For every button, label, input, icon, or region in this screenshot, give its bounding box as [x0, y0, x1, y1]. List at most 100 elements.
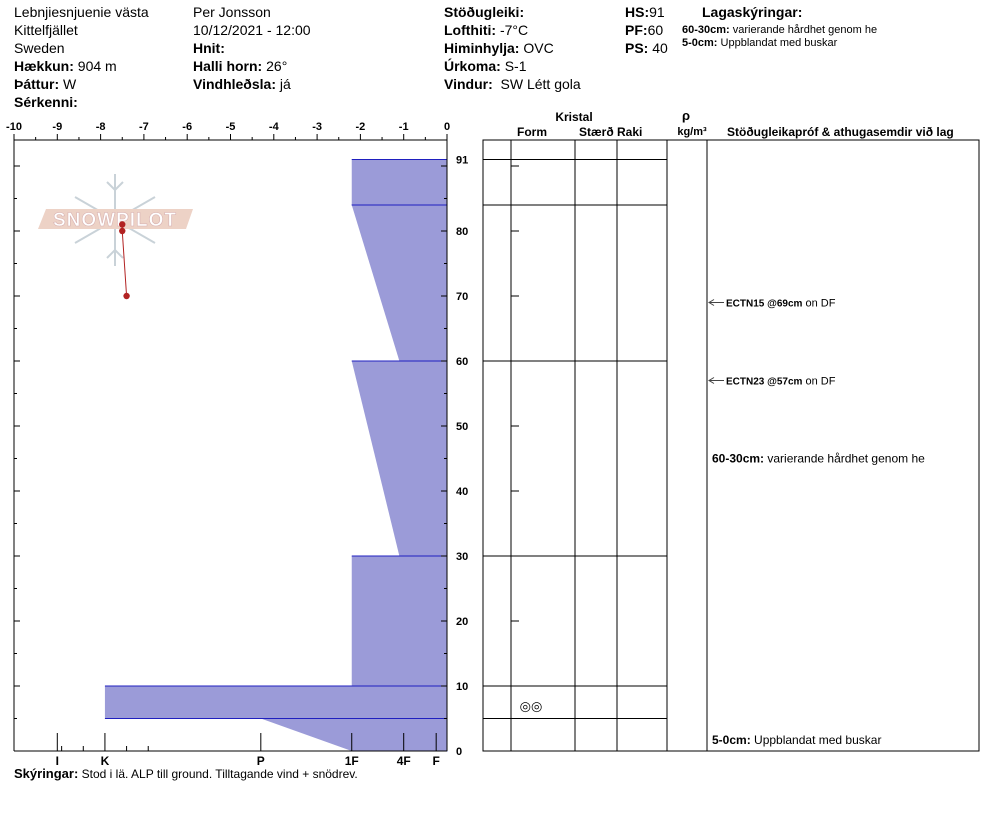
wind-loading-value: já: [279, 76, 291, 92]
layer-note-text: varierande hårdhet genom he: [732, 24, 878, 36]
stability-test: ECTN15 @69cm on DF: [726, 298, 836, 310]
temp-tick-label: -4: [269, 121, 280, 133]
hs: HS:91: [625, 4, 665, 20]
grain-form-symbol: ◎◎: [520, 699, 543, 714]
size-header: Stærð: [579, 125, 614, 139]
snowpilot-logo: SNOWPILOT: [38, 174, 193, 266]
hardness-layers: [104, 159, 448, 752]
hardness-layer: [351, 159, 447, 205]
wind-loading: Vindhleðsla: já: [193, 76, 291, 92]
region: Kittelfjället: [14, 22, 78, 38]
form-header: Form: [517, 125, 547, 139]
stability-test-code: ECTN15 @69cm: [726, 299, 803, 310]
precip-label: Úrkoma:: [444, 58, 501, 74]
layer-notes-title: Lagaskýringar:: [702, 4, 803, 20]
temperature-point: [119, 221, 126, 228]
elevation: Hækkun: 904 m: [14, 58, 117, 74]
ps-value: 40: [652, 40, 668, 56]
hardness-tick-label: 4F: [397, 754, 411, 768]
profile-table: Kristal Form Stærð Raki ρ kg/m³ Stöðugleikapró…: [482, 108, 980, 752]
stability-test-result: on DF: [802, 376, 835, 388]
pf-value: 60: [647, 22, 664, 38]
layer-comment-range: 5-0cm:: [712, 733, 751, 747]
layer-note-range: 5-0cm:: [682, 37, 718, 49]
temp-tick-label: -3: [312, 121, 322, 133]
slope-label: Halli horn:: [193, 58, 263, 74]
sky-label: Himinhylja:: [444, 40, 520, 56]
layer-comment-range: 60-30cm:: [712, 452, 764, 466]
comments-text: Stod i lä. ALP till ground. Tilltagande …: [81, 767, 358, 781]
height-tick-label: 60: [456, 356, 468, 368]
pf: PF:60: [625, 22, 663, 38]
temperature-point: [119, 227, 126, 235]
features-label: Sérkenni:: [14, 94, 78, 110]
temp-tick-label: -1: [399, 121, 409, 133]
tests-header: Stöðugleikapróf & athugasemdir við lag: [727, 125, 954, 139]
datetime: 10/12/2021 - 12:00: [193, 22, 311, 38]
stability-test-code: ECTN23 @57cm: [726, 377, 803, 388]
air-temp: Lofthiti: -7°C: [444, 22, 528, 38]
sky-value: OVC: [523, 40, 554, 56]
height-tick-label: 10: [456, 681, 468, 693]
hardness-layer: [351, 556, 447, 686]
ps: PS: 40: [625, 40, 668, 56]
moisture-header: Raki: [617, 125, 642, 139]
height-tick-label: 50: [456, 421, 468, 433]
comments-label: Skýringar:: [14, 766, 79, 781]
temperature-point: [123, 292, 130, 300]
wind-value: SW Létt gola: [500, 76, 581, 92]
logo-text: SNOWPILOT: [53, 210, 177, 231]
air-temp-value: -7°C: [499, 22, 529, 38]
hardness-layer: [104, 686, 448, 719]
layer-comment: 5-0cm: Uppblandat med buskar: [712, 733, 881, 747]
wind-loading-label: Vindhleðsla:: [193, 76, 276, 92]
hardness-tick-label: P: [257, 754, 265, 768]
layer-comment: 60-30cm: varierande hårdhet genom he: [712, 452, 925, 466]
location-name: Lebnjiesnjuenie västa: [14, 4, 149, 20]
air-temp-label: Lofthiti:: [444, 22, 497, 38]
wind-label: Vindur:: [444, 76, 493, 92]
layer-note: 5-0cm: Uppblandat med buskar: [682, 37, 837, 49]
temp-tick-label: -7: [139, 121, 149, 133]
slope-value: 26°: [266, 58, 288, 74]
sky: Himinhylja: OVC: [444, 40, 554, 56]
temp-tick-label: -9: [52, 121, 62, 133]
pf-label: PF:: [625, 22, 648, 38]
temperature-profile: [119, 221, 130, 300]
height-tick-label: 0: [456, 746, 462, 758]
temp-tick-label: -6: [182, 121, 192, 133]
temp-tick-label: -2: [356, 121, 366, 133]
aspect-label: Þáttur:: [14, 76, 60, 92]
stability-test: ECTN23 @57cm on DF: [726, 376, 836, 388]
height-tick-label: 20: [456, 616, 468, 628]
density-unit: kg/m³: [677, 126, 707, 138]
precip: Úrkoma: S-1: [444, 58, 526, 74]
layer-comment-text: Uppblandat med buskar: [751, 733, 882, 747]
crystal-header: Kristal: [555, 110, 592, 124]
aspect: Þáttur: W: [14, 76, 76, 92]
height-tick-label: 91: [456, 155, 468, 167]
table-frame: [482, 139, 980, 752]
stability-test-result: on DF: [802, 298, 835, 310]
hardness-layer: [351, 205, 447, 361]
temp-tick-label: -8: [96, 121, 106, 133]
coords-label: Hnit:: [193, 40, 225, 56]
temperature-line: [121, 224, 128, 297]
height-tick-label: 80: [456, 226, 468, 238]
precip-value: S-1: [504, 58, 527, 74]
elevation-value: 904 m: [77, 58, 117, 74]
slope: Halli horn: 26°: [193, 58, 287, 74]
hardness-layer: [260, 718, 447, 751]
stability-label: Stöðugleiki:: [444, 4, 525, 20]
hs-value: 91: [649, 4, 665, 20]
layer-note-text: Uppblandat med buskar: [720, 37, 838, 49]
temp-tick-label: -5: [226, 121, 236, 133]
hardness-layer: [351, 361, 447, 556]
hs-label: HS:: [625, 4, 650, 20]
temp-tick-label: 0: [444, 121, 450, 133]
layer-note-range: 60-30cm:: [682, 24, 730, 36]
hardness-tick-label: I: [56, 754, 59, 768]
wind: Vindur: SW Létt gola: [444, 76, 581, 92]
test-arrow-head: [708, 377, 715, 384]
comments: Skýringar: Stod i lä. ALP till ground. T…: [14, 766, 358, 781]
